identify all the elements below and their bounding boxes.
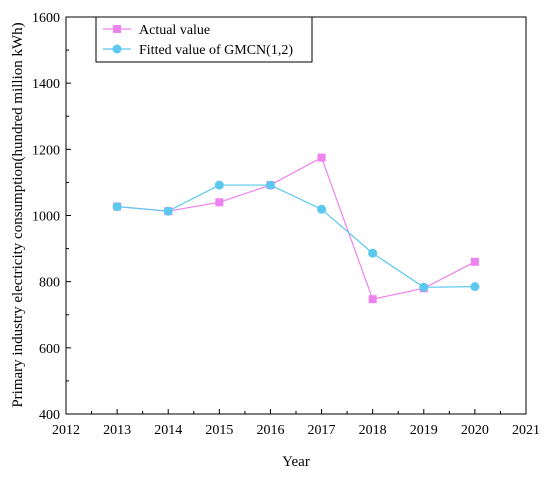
- y-axis-title: Primary industry electricity consumption…: [10, 22, 26, 407]
- legend-box: [95, 16, 313, 63]
- x-tick-label: 2013: [103, 423, 131, 438]
- data-point-square: [215, 198, 224, 207]
- legend-circle-marker: [112, 44, 122, 54]
- data-point-circle: [214, 180, 224, 190]
- series-line-1: [117, 184, 475, 288]
- x-tick-label: 2020: [461, 423, 489, 438]
- x-tick-label: 2021: [512, 423, 540, 438]
- data-point-square: [317, 153, 326, 162]
- y-tick-label: 1200: [32, 143, 60, 158]
- data-point-square: [470, 257, 479, 266]
- x-axis-ticks: 2012 2013 2014 2015 2016 2017 2018 2019 2020 2021: [52, 409, 540, 438]
- data-point-circle: [317, 204, 327, 214]
- legend-label-actual: Actual value: [139, 23, 210, 38]
- legend-item-actual: Actual value: [103, 23, 210, 38]
- x-tick-label: 2014: [154, 423, 182, 438]
- legend-item-fitted: Fitted value of GMCN(1,2): [103, 43, 293, 58]
- data-point-circle: [419, 282, 429, 292]
- x-tick-label: 2017: [308, 423, 336, 438]
- data-point-square: [368, 295, 377, 304]
- data-point-circle: [163, 206, 173, 216]
- series-layer: [112, 153, 480, 304]
- series-line-0: [117, 156, 476, 300]
- y-tick-label: 1000: [32, 210, 60, 225]
- data-point-circle: [470, 282, 480, 292]
- legend-label-fitted: Fitted value of GMCN(1,2): [139, 43, 293, 58]
- data-point-circle: [265, 180, 275, 190]
- plot-frame: [65, 16, 527, 415]
- legend-square-marker: [113, 25, 121, 33]
- x-tick-label: 2015: [205, 423, 233, 438]
- y-tick-label: 1400: [32, 77, 60, 92]
- y-axis-ticks: 400 600 800 1000 1200 1400 1600: [32, 11, 71, 423]
- y-tick-label: 600: [39, 342, 60, 357]
- x-tick-label: 2018: [359, 423, 387, 438]
- x-tick-label: 2019: [410, 423, 438, 438]
- x-tick-label: 2012: [52, 423, 80, 438]
- x-axis-title: Year: [282, 454, 310, 470]
- x-tick-label: 2016: [256, 423, 284, 438]
- data-point-circle: [112, 202, 122, 212]
- legend: Actual value Fitted value of GMCN(1,2): [95, 16, 313, 63]
- y-tick-label: 800: [39, 276, 60, 291]
- y-tick-label: 400: [39, 408, 60, 423]
- data-point-circle: [368, 248, 378, 258]
- y-tick-label: 1600: [32, 11, 60, 26]
